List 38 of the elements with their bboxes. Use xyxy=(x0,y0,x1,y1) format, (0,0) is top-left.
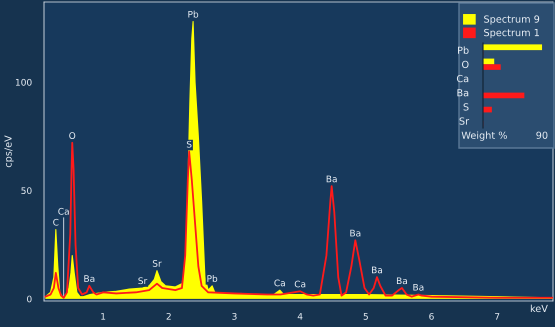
annotation: Ca xyxy=(294,280,306,288)
legend-label: Spectrum 9 xyxy=(484,15,540,25)
y-axis-title: cps/eV xyxy=(4,135,14,168)
x-tick-label: 1 xyxy=(101,313,106,320)
annotation: Ba xyxy=(350,230,360,236)
annotation: S xyxy=(186,140,192,148)
x-tick-label: 2 xyxy=(166,312,171,320)
legend-label: Spectrum 1 xyxy=(484,28,539,38)
x-axis-title: keV xyxy=(530,304,548,312)
y-tick-label: Ba xyxy=(457,89,468,96)
y-tick-label: O xyxy=(462,60,469,68)
annotation: Pb xyxy=(207,275,218,282)
x-tick-label: 3 xyxy=(232,312,237,320)
x-tick-label: 6 xyxy=(429,312,434,320)
annotation: Ba xyxy=(326,176,337,182)
annotation: 90 xyxy=(536,132,548,139)
annotation: Ba xyxy=(372,266,382,274)
annotation: O xyxy=(69,132,76,139)
x-tick-label: 5 xyxy=(364,313,368,320)
y-tick-label: Pb xyxy=(458,46,469,54)
y-tick-label: Ca xyxy=(456,74,468,82)
y-tick-label: Sr xyxy=(460,117,470,125)
x-tick-label: 7 xyxy=(495,313,500,320)
y-tick-label: 100 xyxy=(16,78,32,86)
annotation: Ba xyxy=(396,277,407,284)
x-axis-title: Weight % xyxy=(462,131,507,141)
annotation: Sr xyxy=(138,277,148,284)
annotation: Pb xyxy=(188,10,198,18)
annotation: Ba xyxy=(84,275,94,282)
y-tick-label: 0 xyxy=(27,296,32,302)
annotation: Ca xyxy=(58,208,69,215)
annotation: Ca xyxy=(274,280,285,286)
y-tick-label: 50 xyxy=(21,187,32,194)
annotation: Sr xyxy=(152,260,162,267)
annotation: Ba xyxy=(413,284,424,291)
y-tick-label: S xyxy=(464,103,469,111)
annotation: C xyxy=(53,218,58,226)
x-tick-label: 4 xyxy=(298,313,303,320)
